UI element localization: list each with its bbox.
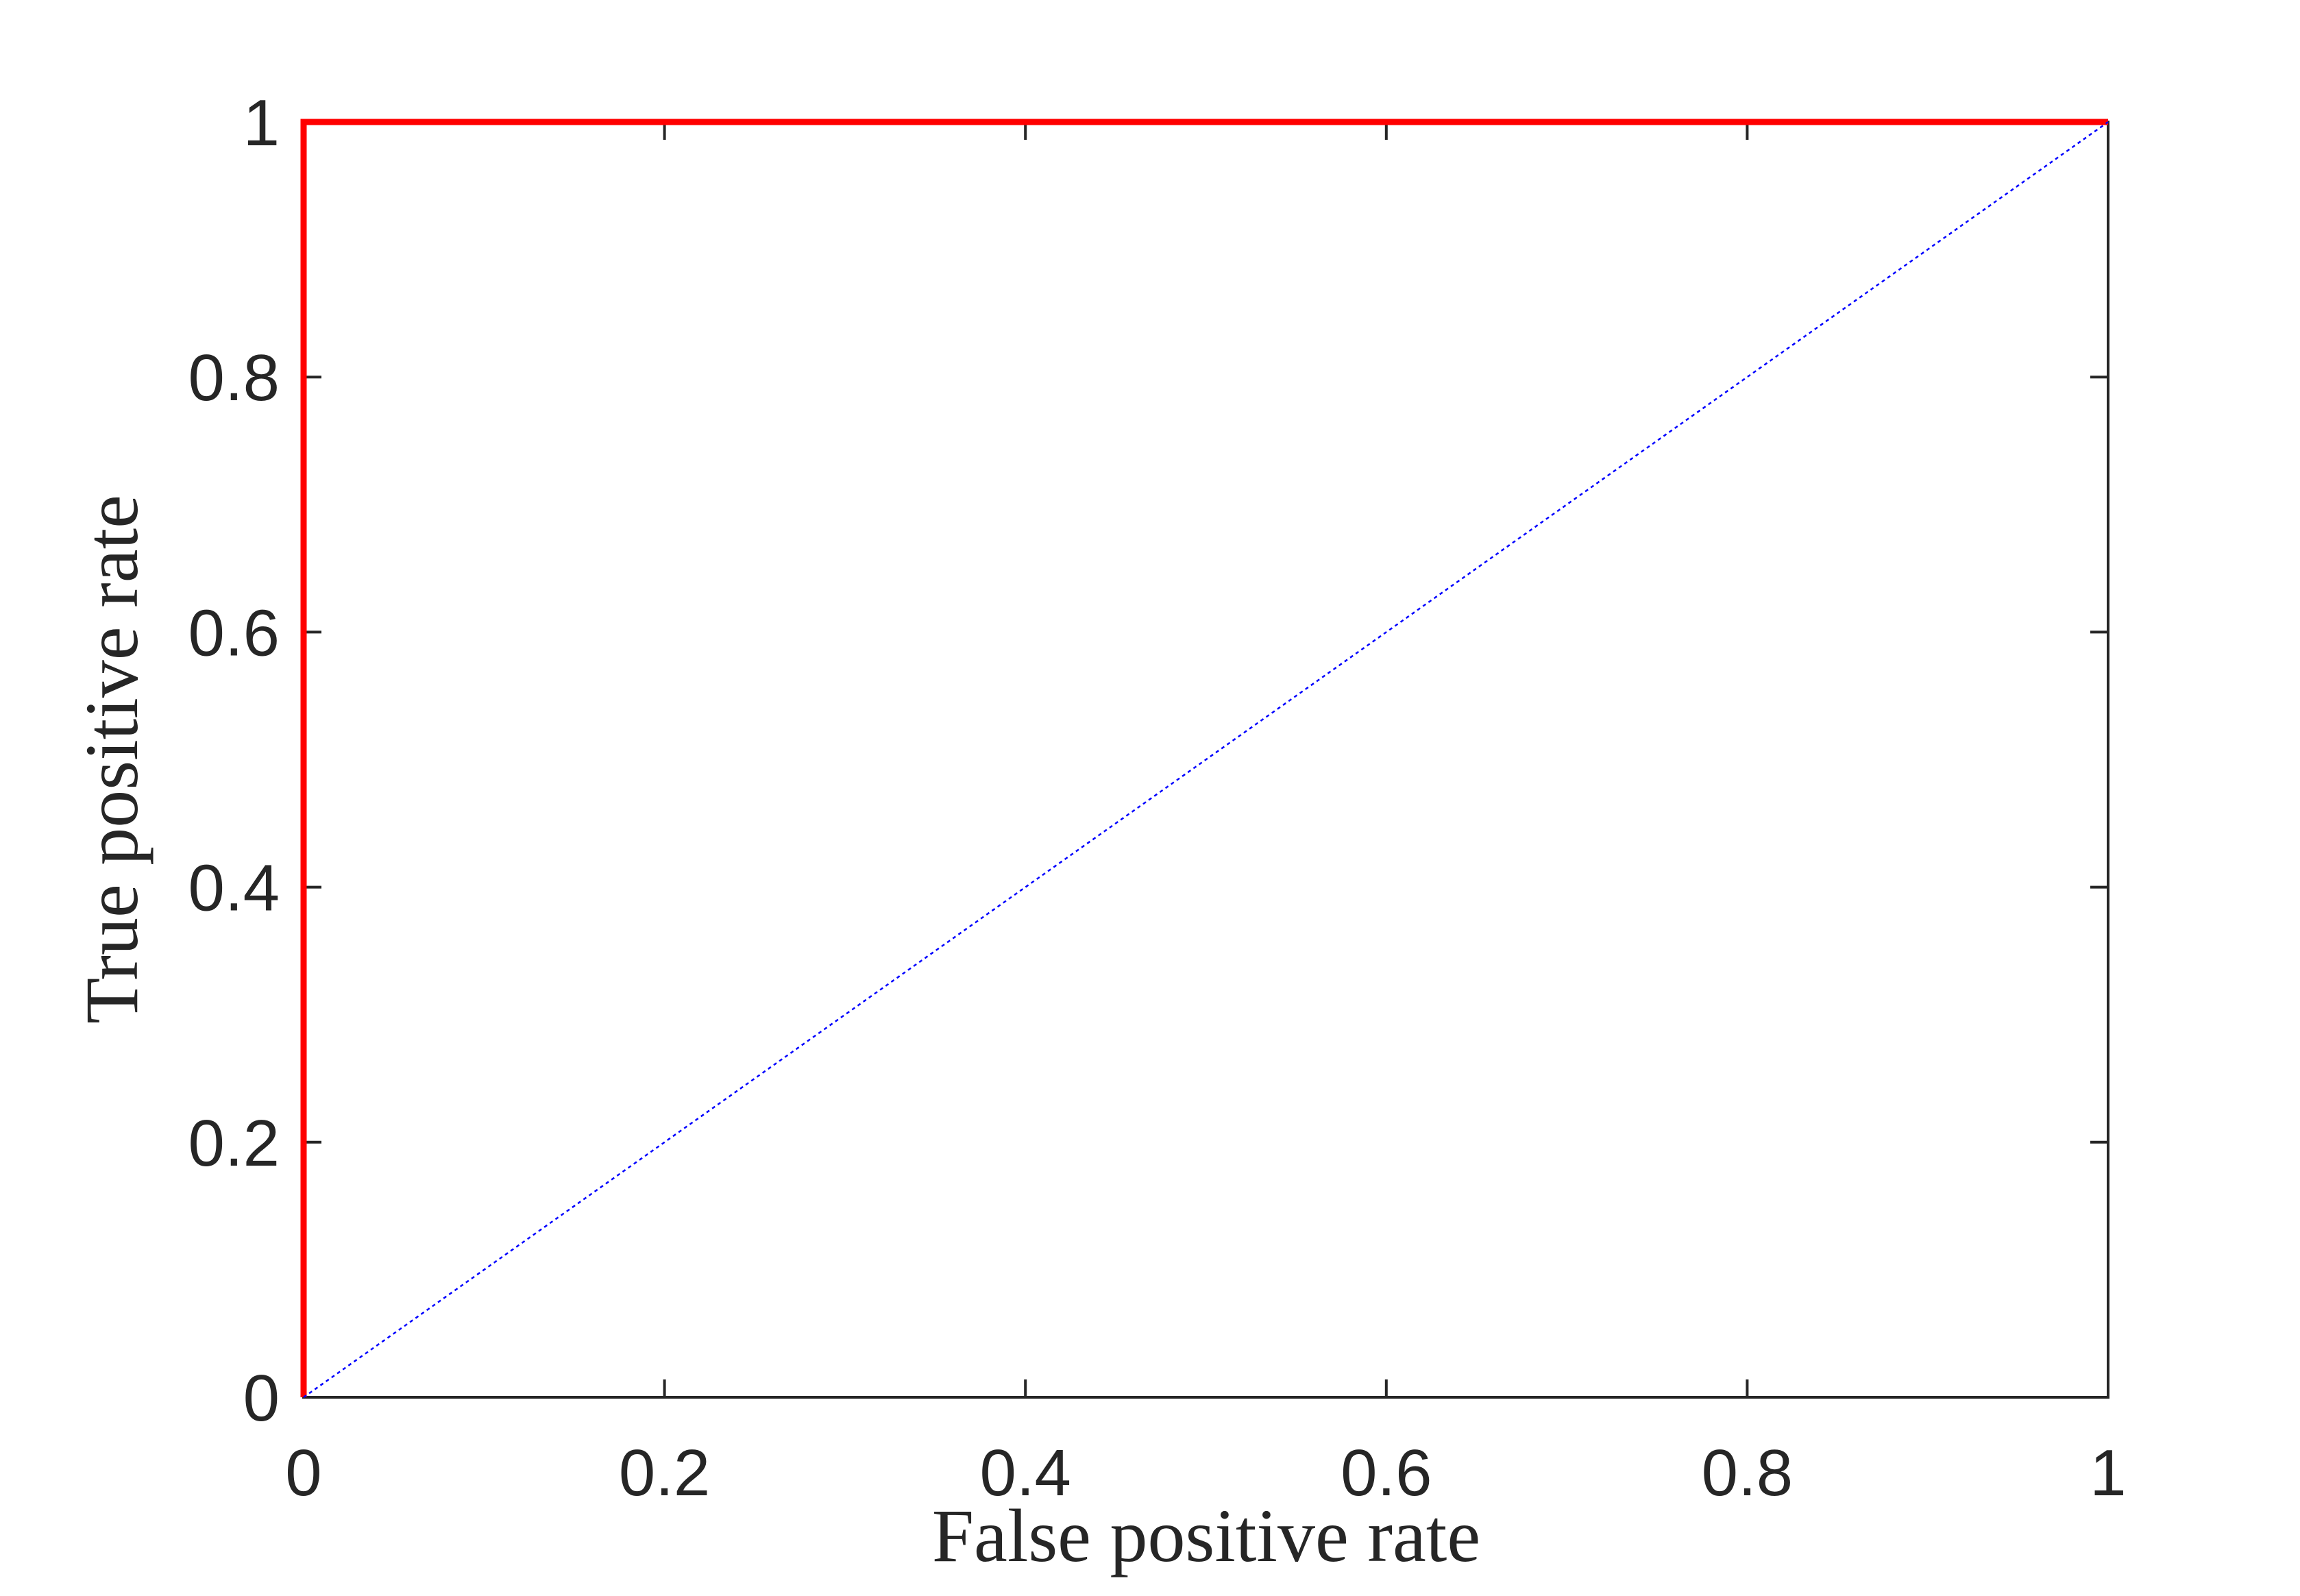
y-tick-label: 0.4 xyxy=(188,852,280,925)
y-axis-label: True positive rate xyxy=(70,495,154,1024)
x-tick-label: 0.8 xyxy=(1702,1436,1793,1510)
series-line xyxy=(300,119,2108,1397)
x-tick-label: 0 xyxy=(285,1436,321,1510)
y-tick-label: 0.6 xyxy=(188,596,280,670)
y-tick-label: 1 xyxy=(243,86,280,160)
series-line xyxy=(303,121,2109,1399)
y-tick-label: 0.2 xyxy=(188,1107,280,1180)
x-tick-label: 1 xyxy=(2090,1436,2126,1510)
x-tick-label: 0.4 xyxy=(979,1436,1071,1510)
y-tick-label: 0.8 xyxy=(188,341,280,415)
y-tick-label: 0 xyxy=(243,1362,280,1435)
x-tick-label: 0.2 xyxy=(619,1436,710,1510)
x-tick-label: 0.6 xyxy=(1341,1436,1432,1510)
x-axis-label: False positive rate xyxy=(932,1494,1480,1577)
